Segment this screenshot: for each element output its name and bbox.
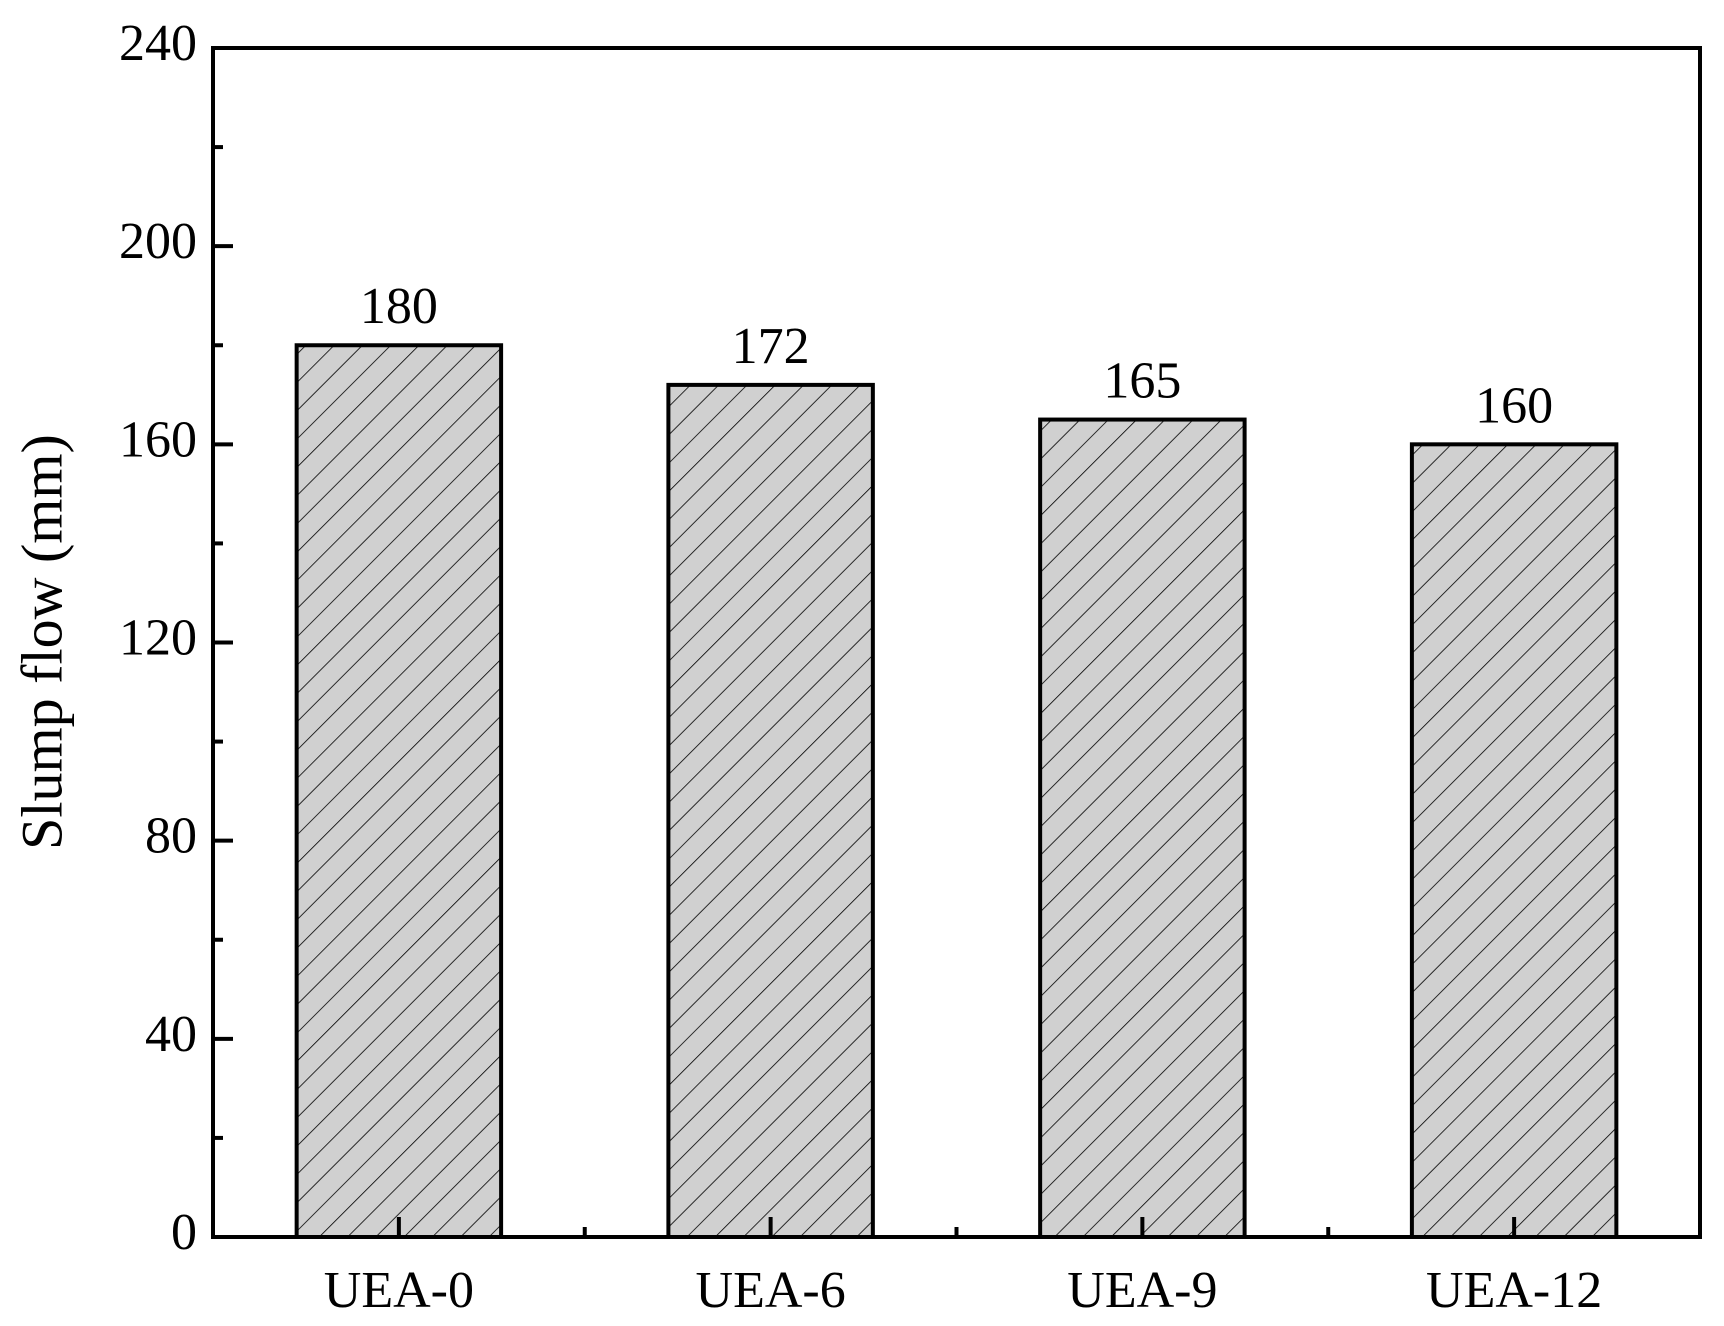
y-tick-label: 40 (145, 1006, 197, 1063)
bar-hatch (294, 343, 504, 1239)
y-tick-label: 240 (119, 15, 197, 72)
y-tick-label: 80 (145, 808, 197, 865)
value-label: 172 (732, 318, 810, 375)
bar-hatch (1409, 442, 1619, 1240)
x-tick-label: UEA-6 (696, 1262, 846, 1319)
y-tick-label: 0 (171, 1204, 197, 1261)
bar-hatch (666, 382, 875, 1239)
x-tick-label: UEA-9 (1067, 1262, 1217, 1319)
x-tick-label: UEA-12 (1426, 1262, 1602, 1319)
value-label: 180 (360, 278, 438, 335)
value-label: 160 (1475, 377, 1553, 434)
y-tick-label: 120 (119, 609, 197, 666)
value-label: 165 (1103, 353, 1181, 410)
bar-hatch (1038, 417, 1247, 1239)
x-tick-label: UEA-0 (324, 1262, 474, 1319)
y-tick-label: 160 (119, 411, 197, 468)
plot-frame (211, 46, 1702, 1239)
y-tick-label: 200 (119, 213, 197, 270)
y-axis-label: Slump flow (mm) (9, 434, 74, 850)
